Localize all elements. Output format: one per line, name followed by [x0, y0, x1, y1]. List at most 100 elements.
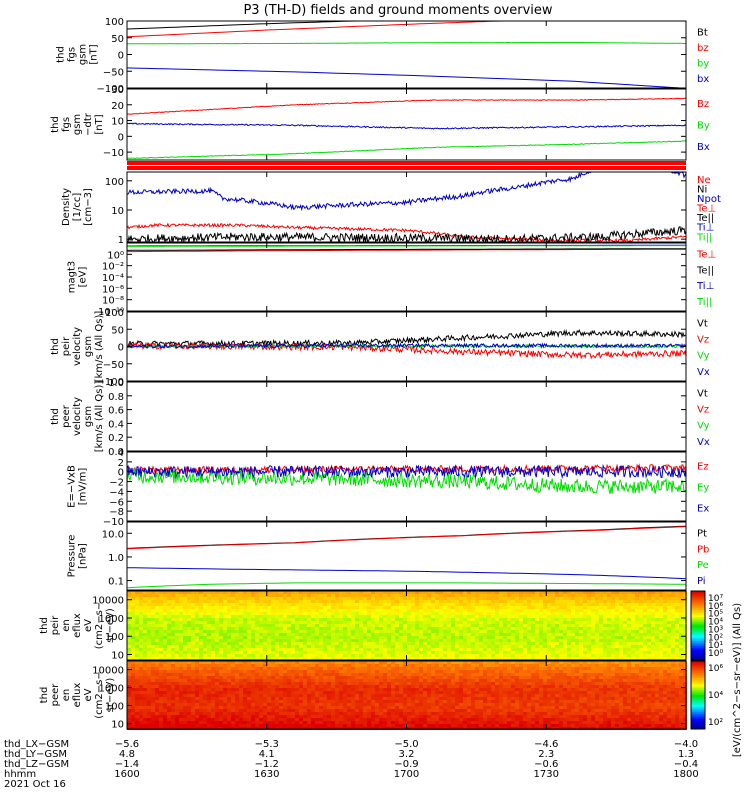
heatmap-cell — [635, 636, 639, 639]
heatmap-cell — [447, 612, 451, 615]
heatmap-cell — [303, 697, 307, 700]
heatmap-cell — [231, 645, 235, 648]
heatmap-cell — [667, 627, 671, 630]
heatmap-cell — [295, 639, 299, 642]
series-line-By — [126, 140, 687, 160]
heatmap-cell — [355, 673, 359, 676]
heatmap-cell — [127, 715, 131, 718]
heatmap-cell — [131, 600, 135, 603]
heatmap-cell — [451, 624, 455, 627]
heatmap-cell — [323, 603, 327, 606]
heatmap-cell — [327, 691, 331, 694]
heatmap-cell — [255, 679, 259, 682]
heatmap-cell — [455, 651, 459, 654]
heatmap-cell — [295, 691, 299, 694]
heatmap-cell — [295, 636, 299, 639]
heatmap-cell — [291, 621, 295, 624]
heatmap-cell — [159, 630, 163, 633]
heatmap-cell — [279, 636, 283, 639]
heatmap-cell — [171, 630, 175, 633]
heatmap-cell — [307, 706, 311, 709]
heatmap-cell — [175, 648, 179, 651]
heatmap-cell — [139, 609, 143, 612]
heatmap-cell — [223, 645, 227, 648]
heatmap-cell — [431, 642, 435, 645]
heatmap-cell — [327, 679, 331, 682]
heatmap-cell — [339, 618, 343, 621]
heatmap-cell — [187, 664, 191, 667]
heatmap-cell — [131, 721, 135, 724]
heatmap-cell — [551, 624, 555, 627]
heatmap-cell — [575, 651, 579, 654]
heatmap-cell — [147, 633, 151, 636]
heatmap-cell — [147, 597, 151, 600]
heatmap-cell — [287, 697, 291, 700]
heatmap-cell — [447, 639, 451, 642]
heatmap-cell — [367, 657, 371, 660]
heatmap-cell — [223, 627, 227, 630]
heatmap-cell — [599, 606, 603, 609]
heatmap-cell — [223, 676, 227, 679]
heatmap-cell — [675, 600, 679, 603]
heatmap-cell — [299, 648, 303, 651]
heatmap-cell — [339, 651, 343, 654]
heatmap-cell — [511, 609, 515, 612]
heatmap-cell — [267, 703, 271, 706]
heatmap-cell — [263, 657, 267, 660]
heatmap-cell — [243, 636, 247, 639]
heatmap-cell — [683, 612, 687, 615]
heatmap-cell — [487, 600, 491, 603]
heatmap-cell — [419, 612, 423, 615]
heatmap-cell — [283, 657, 287, 660]
heatmap-cell — [459, 651, 463, 654]
heatmap-cell — [151, 654, 155, 657]
heatmap-cell — [499, 600, 503, 603]
heatmap-cell — [159, 654, 163, 657]
heatmap-cell — [251, 633, 255, 636]
heatmap-cell — [139, 639, 143, 642]
heatmap-cell — [251, 624, 255, 627]
heatmap-cell — [651, 627, 655, 630]
heatmap-cell — [679, 651, 683, 654]
heatmap-cell — [391, 621, 395, 624]
heatmap-cell — [499, 594, 503, 597]
heatmap-cell — [151, 624, 155, 627]
heatmap-cell — [235, 673, 239, 676]
heatmap-cell — [367, 600, 371, 603]
heatmap-cell — [671, 633, 675, 636]
heatmap-cell — [431, 594, 435, 597]
heatmap-cell — [323, 688, 327, 691]
heatmap-cell — [231, 648, 235, 651]
heatmap-cell — [263, 682, 267, 685]
heatmap-cell — [267, 615, 271, 618]
heatmap-cell — [375, 600, 379, 603]
heatmap-cell — [315, 670, 319, 673]
heatmap-cell — [139, 724, 143, 727]
heatmap-cell — [271, 645, 275, 648]
heatmap-cell — [407, 606, 411, 609]
heatmap-cell — [291, 706, 295, 709]
heatmap-cell — [239, 648, 243, 651]
heatmap-cell — [159, 633, 163, 636]
heatmap-cell — [151, 724, 155, 727]
heatmap-cell — [299, 697, 303, 700]
heatmap-cell — [615, 648, 619, 651]
heatmap-cell — [151, 633, 155, 636]
heatmap-cell — [651, 633, 655, 636]
heatmap-cell — [655, 651, 659, 654]
heatmap-cell — [351, 679, 355, 682]
heatmap-cell — [231, 606, 235, 609]
heatmap-cell — [583, 609, 587, 612]
heatmap-cell — [171, 618, 175, 621]
heatmap-cell — [179, 609, 183, 612]
heatmap-cell — [271, 682, 275, 685]
heatmap-cell — [203, 706, 207, 709]
heatmap-cell — [287, 615, 291, 618]
heatmap-cell — [151, 618, 155, 621]
heatmap-cell — [595, 600, 599, 603]
heatmap-cell — [595, 609, 599, 612]
heatmap-cell — [223, 618, 227, 621]
heatmap-cell — [183, 691, 187, 694]
heatmap-cell — [603, 615, 607, 618]
heatmap-cell — [287, 612, 291, 615]
